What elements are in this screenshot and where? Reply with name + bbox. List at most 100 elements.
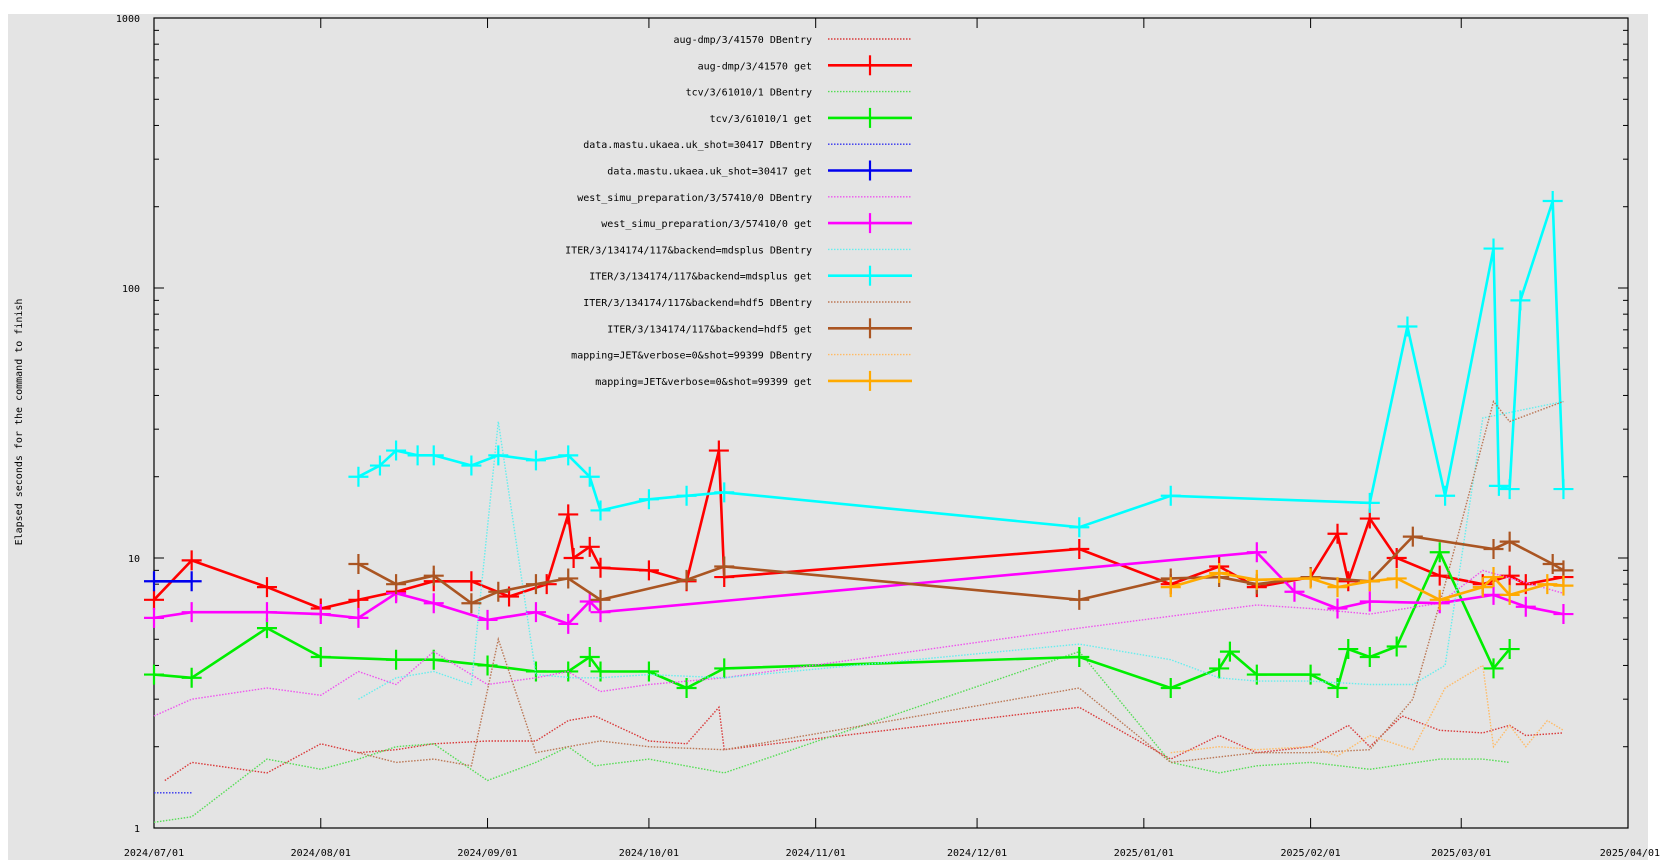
legend-entry: ITER/3/134174/117&backend=mdsplus DBentr…: [565, 245, 912, 256]
data-point-marker: [256, 577, 277, 598]
series-line: [358, 400, 1564, 700]
data-point-marker: [144, 571, 164, 592]
series-8: [358, 400, 1564, 700]
data-point-marker: [144, 589, 164, 610]
data-point-marker: [1160, 577, 1181, 598]
data-point-marker: [1338, 639, 1359, 660]
data-point-marker: [579, 466, 600, 487]
data-point-marker: [563, 548, 584, 568]
legend-entry: mapping=JET&verbose=0&shot=99399 get: [595, 370, 912, 391]
data-point-marker: [1069, 589, 1090, 610]
data-point-marker: [1537, 574, 1558, 595]
data-point-marker: [638, 489, 659, 510]
data-point-marker: [1483, 238, 1504, 259]
data-point-marker: [181, 602, 202, 623]
data-point-marker: [638, 661, 659, 682]
data-point-marker: [423, 649, 444, 670]
data-point-marker: [1386, 568, 1407, 589]
x-tick-label: 2024/11/01: [786, 848, 846, 859]
data-point-marker: [590, 500, 611, 521]
series-9: [348, 191, 1574, 538]
y-tick-label: 10: [128, 554, 140, 565]
data-point-marker: [1483, 567, 1504, 588]
x-tick-label: 2025/01/01: [1114, 848, 1174, 859]
data-point-marker: [477, 655, 498, 676]
data-point-marker: [1386, 548, 1407, 568]
data-point-marker: [423, 593, 444, 614]
legend-entry: data.mastu.ukaea.uk_shot=30417 DBentry: [583, 140, 912, 151]
data-point-marker: [676, 569, 697, 590]
data-point-marker: [1472, 577, 1493, 598]
data-point-marker: [369, 455, 390, 476]
data-point-marker: [348, 607, 369, 628]
series-line: [164, 705, 1564, 782]
data-point-marker: [1209, 658, 1230, 679]
series-line: [153, 650, 1510, 823]
data-point-marker: [1209, 562, 1230, 583]
x-tick-label: 2025/04/01: [1600, 848, 1660, 859]
data-point-marker: [256, 602, 277, 623]
legend-label: data.mastu.ukaea.uk_shot=30417 DBentry: [583, 140, 812, 151]
series-0: [164, 705, 1564, 782]
x-tick-label: 2024/07/01: [124, 848, 184, 859]
data-point-marker: [714, 556, 735, 577]
data-point-marker: [477, 609, 498, 630]
data-point-marker: [525, 574, 546, 595]
data-point-marker: [310, 604, 331, 625]
data-point-marker: [525, 450, 546, 471]
legend-label: ITER/3/134174/117&backend=mdsplus get: [589, 272, 812, 283]
data-point-marker: [1359, 646, 1380, 667]
data-point-marker: [1069, 646, 1090, 667]
data-point-marker: [579, 536, 600, 557]
legend-entry: ITER/3/134174/117&backend=hdf5 get: [607, 318, 912, 339]
data-point-marker: [558, 504, 579, 525]
data-point-marker: [714, 658, 735, 679]
plot-frame: [153, 17, 1629, 829]
data-point-marker: [1553, 479, 1574, 500]
data-point-marker: [1359, 492, 1380, 513]
data-point-marker: [558, 613, 579, 634]
series-13: [1160, 562, 1574, 610]
data-point-marker: [714, 482, 735, 503]
data-point-marker: [1499, 584, 1520, 605]
data-point-marker: [461, 593, 482, 614]
data-point-marker: [1553, 575, 1574, 596]
data-point-marker: [1246, 542, 1267, 563]
x-tick-label: 2024/09/01: [457, 848, 517, 859]
data-point-marker: [1327, 577, 1348, 598]
legend-label: data.mastu.ukaea.uk_shot=30417 get: [607, 167, 812, 178]
data-point-marker: [1160, 678, 1181, 699]
data-point-marker: [590, 557, 611, 578]
legend: aug-dmp/3/41570 DBentry aug-dmp/3/41570 g…: [565, 35, 912, 391]
data-point-marker: [488, 445, 509, 466]
legend-label: aug-dmp/3/41570 get: [698, 61, 812, 72]
data-point-marker: [638, 560, 659, 581]
data-point-marker: [310, 646, 331, 667]
legend-entry: ITER/3/134174/117&backend=mdsplus get: [589, 265, 912, 286]
data-point-marker: [1327, 598, 1348, 619]
data-point-marker: [579, 591, 600, 612]
data-point-marker: [1429, 589, 1450, 610]
data-point-marker: [676, 678, 697, 699]
data-point-marker: [386, 574, 407, 595]
data-point-marker: [1359, 591, 1380, 612]
data-point-marker: [1402, 526, 1423, 547]
axes: 1 10 100 1000 2024/07/01 2024/08/01 2024/09/01…: [116, 14, 1660, 859]
x-tick-label: 2024/10/01: [619, 848, 679, 859]
data-point-marker: [1069, 538, 1090, 559]
data-point-marker: [1499, 639, 1520, 660]
data-point-marker: [1483, 538, 1504, 559]
legend-label: ITER/3/134174/117&backend=hdf5 get: [607, 324, 812, 335]
data-point-marker: [1069, 517, 1090, 538]
data-point-marker: [1359, 571, 1380, 592]
x-tick-label: 2025/03/01: [1431, 848, 1491, 859]
series-6: [153, 569, 1564, 717]
data-point-marker: [423, 565, 444, 586]
data-point-marker: [181, 667, 202, 688]
data-point-marker: [1300, 568, 1321, 589]
legend-label: ITER/3/134174/117&backend=mdsplus DBentr…: [565, 245, 812, 256]
legend-entry: west_simu_preparation/3/57410/0 DBentry: [577, 193, 912, 204]
data-point-marker: [1386, 636, 1407, 657]
